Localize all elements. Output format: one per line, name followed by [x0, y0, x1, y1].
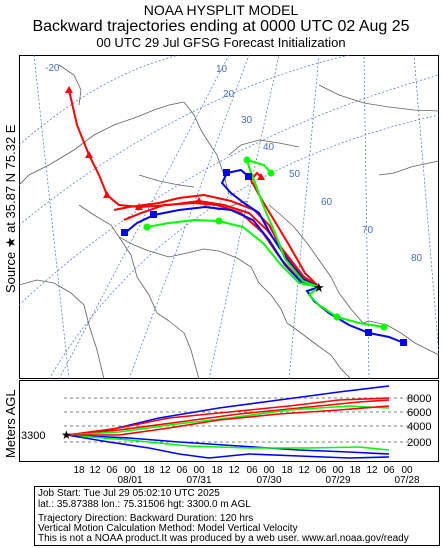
trajectory-marker — [223, 169, 230, 176]
disclaimer-line: This is not a NOAA product.It was produc… — [38, 533, 409, 544]
hour-tick: 06 — [176, 465, 188, 476]
source-coordinates-line: lat.: 35.87388 lon.: 75.31506 hgt: 3300.… — [38, 499, 251, 510]
date-label: 07/29 — [325, 475, 350, 484]
height-axis-label: 8000 — [407, 393, 431, 405]
map-panel: -20 10 20 30 40 50 60 70 80 — [19, 55, 439, 379]
trajectory-marker — [121, 229, 128, 236]
date-label: 07/30 — [256, 475, 281, 484]
date-label: 08/01 — [117, 475, 142, 484]
hour-tick: 00 — [263, 465, 275, 476]
hour-tick: 00 — [124, 465, 136, 476]
hour-tick: 00 — [332, 465, 344, 476]
trajectory-direction-line: Trajectory Direction: Backward Duration:… — [38, 513, 254, 524]
job-info-box — [34, 486, 440, 546]
hour-tick: 18 — [349, 465, 361, 476]
height-gridlines — [64, 397, 419, 443]
model-title: NOAA HYSPLIT MODEL — [143, 2, 299, 18]
trajectory-red — [113, 193, 320, 288]
trajectory-green — [146, 218, 320, 288]
trajectory-blue — [124, 205, 320, 288]
trajectory-marker — [245, 173, 252, 180]
graticule-label: 70 — [362, 225, 374, 236]
graticule-label: 30 — [241, 115, 253, 126]
vertical-motion-line: Vertical Motion Calculation Method: Mode… — [38, 523, 298, 534]
graticule-label: 20 — [223, 89, 235, 100]
trajectory-marker — [150, 211, 157, 218]
height-axis-label: 6000 — [407, 407, 431, 419]
trajectory-marker — [85, 151, 93, 158]
height-panel: 3300 ★ 8000 6000 4000 2000 — [19, 380, 439, 462]
start-height-label: 3300 — [21, 430, 45, 442]
meters-agl-label: Meters AGL — [3, 389, 18, 458]
time-axis: 18 12 06 00 18 12 06 00 18 12 06 00 18 1… — [73, 465, 420, 484]
trajectory-title: Backward trajectories ending at 0000 UTC… — [32, 18, 410, 35]
source-star-map: ★ — [313, 280, 325, 295]
trajectory-marker — [365, 329, 372, 336]
trajectory-marker — [267, 169, 275, 177]
graticule-labels: -20 10 20 30 40 50 60 70 80 — [45, 63, 423, 264]
hour-tick: 00 — [401, 465, 413, 476]
height-axis-label: 4000 — [407, 421, 431, 433]
trajectory-marker — [400, 339, 407, 346]
trajectory-marker — [333, 313, 341, 321]
height-trace-green — [66, 405, 390, 436]
hour-tick: 12 — [89, 465, 101, 476]
height-axis-label: 2000 — [407, 437, 431, 449]
height-trace-red — [67, 405, 390, 436]
graticule-label: -20 — [45, 63, 60, 74]
trajectory-marker — [65, 86, 73, 93]
hour-tick: 12 — [366, 465, 378, 476]
trajectory-marker — [143, 223, 151, 231]
graticule-label: 80 — [411, 253, 423, 264]
height-trace-red — [66, 399, 390, 436]
trajectory-marker — [195, 197, 203, 204]
hour-tick: 12 — [228, 465, 240, 476]
trajectories-height — [66, 385, 390, 459]
graticule-label: 40 — [263, 142, 275, 153]
forecast-init-subtitle: 00 UTC 29 Jul GFSG Forecast Initializati… — [96, 35, 346, 50]
trajectory-markers — [65, 86, 407, 346]
hour-tick: 18 — [73, 465, 85, 476]
trajectory-marker — [257, 173, 265, 180]
trajectory-green — [307, 286, 385, 328]
hour-tick: 18 — [281, 465, 293, 476]
trajectory-marker — [103, 191, 111, 198]
height-trace-blue — [66, 434, 390, 459]
source-star-height: ★ — [61, 428, 72, 442]
trajectory-marker — [380, 323, 388, 331]
hour-tick: 18 — [211, 465, 223, 476]
date-label: 07/28 — [394, 475, 419, 484]
hour-tick: 12 — [298, 465, 310, 476]
trajectory-marker — [135, 203, 143, 210]
hour-tick: 12 — [159, 465, 171, 476]
height-trace-blue — [66, 434, 390, 455]
date-label: 07/31 — [186, 475, 211, 484]
graticule-label: 50 — [289, 169, 301, 180]
graticule-label: 10 — [216, 64, 228, 75]
hour-tick: 06 — [383, 465, 395, 476]
trajectory-blue — [220, 168, 320, 288]
hour-tick: 18 — [143, 465, 155, 476]
source-location-label: Source ★ at 35.87 N 75.32 E — [3, 124, 18, 293]
trajectory-red — [249, 171, 320, 288]
trajectory-marker — [243, 156, 251, 164]
hour-tick: 00 — [193, 465, 205, 476]
job-start-line: Job Start: Tue Jul 29 05:02:10 UTC 2025 — [38, 488, 220, 499]
height-trace-red — [66, 397, 390, 436]
hour-tick: 06 — [315, 465, 327, 476]
height-axis-labels: 8000 6000 4000 2000 — [407, 393, 431, 449]
graticule-label: 60 — [321, 197, 333, 208]
hour-tick: 06 — [246, 465, 258, 476]
height-trace-green — [66, 434, 390, 451]
coastlines — [19, 64, 439, 379]
hour-tick: 06 — [106, 465, 118, 476]
trajectory-marker — [215, 217, 223, 225]
trajectory-green — [245, 158, 320, 288]
